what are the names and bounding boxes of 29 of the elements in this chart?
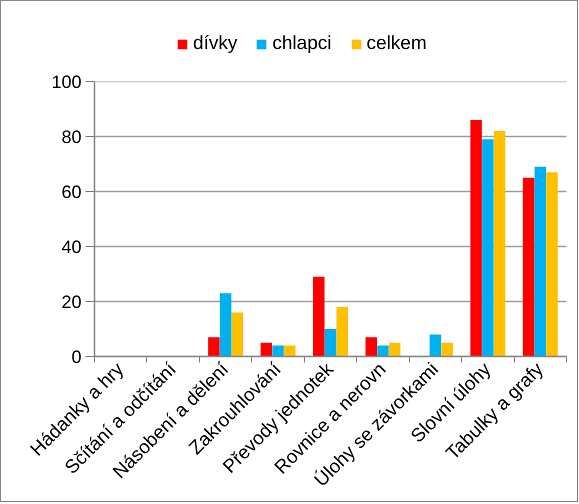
bar xyxy=(260,342,272,356)
bar xyxy=(313,276,325,356)
bar xyxy=(365,337,377,356)
bar xyxy=(482,139,494,356)
y-tick-label: 0 xyxy=(71,347,82,367)
legend-label: chlapci xyxy=(272,33,332,55)
legend-label: celkem xyxy=(366,33,427,55)
bar xyxy=(430,334,442,356)
y-tick-label: 100 xyxy=(51,72,82,92)
bar xyxy=(546,172,558,356)
legend-label: dívky xyxy=(193,33,238,55)
bar xyxy=(324,329,336,356)
bar xyxy=(272,346,284,356)
bar xyxy=(208,337,220,356)
bar xyxy=(377,346,389,356)
bar xyxy=(284,346,296,356)
bar xyxy=(470,120,482,356)
bar xyxy=(220,293,232,356)
y-tick-label: 20 xyxy=(61,292,82,312)
bar xyxy=(232,312,244,356)
bar xyxy=(522,178,534,356)
y-tick-label: 40 xyxy=(61,237,82,257)
bar xyxy=(441,342,453,356)
y-tick-label: 60 xyxy=(61,182,82,202)
y-tick-label: 80 xyxy=(61,127,82,147)
bar xyxy=(388,342,400,356)
bar xyxy=(534,166,546,356)
bar xyxy=(494,131,506,356)
bar xyxy=(336,307,348,356)
